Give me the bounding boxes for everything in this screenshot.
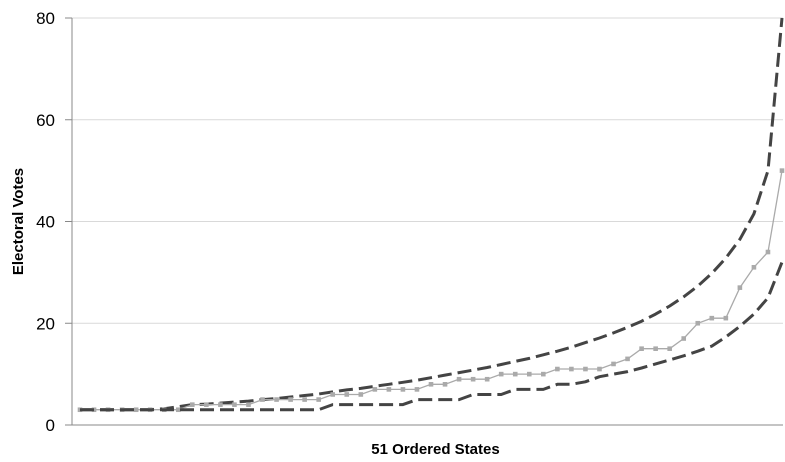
data-point xyxy=(442,382,448,387)
data-point xyxy=(204,402,209,407)
data-point xyxy=(302,397,307,402)
series-line xyxy=(80,17,784,412)
data-point xyxy=(512,371,518,377)
data-point xyxy=(667,346,672,351)
data-point xyxy=(288,397,293,402)
data-point xyxy=(709,315,715,321)
data-point xyxy=(274,397,279,402)
data-point xyxy=(611,361,616,367)
y-tick-label: 20 xyxy=(36,314,55,333)
y-tick-label: 0 xyxy=(46,416,55,435)
gridlines xyxy=(72,17,783,324)
data-point xyxy=(695,320,701,326)
data-point xyxy=(358,392,364,397)
y-tick-label: 80 xyxy=(36,9,55,28)
data-point xyxy=(428,382,434,387)
data-point xyxy=(470,376,476,382)
y-tick-labels: 0 20 40 60 80 xyxy=(36,9,55,435)
series-dashed-upper xyxy=(80,17,784,412)
data-point xyxy=(765,249,771,255)
data-point xyxy=(779,168,785,173)
data-point xyxy=(330,392,336,397)
data-point xyxy=(414,387,420,392)
axes xyxy=(65,17,783,426)
data-point xyxy=(597,366,602,372)
data-point xyxy=(541,371,546,377)
data-point xyxy=(751,264,757,270)
data-point xyxy=(456,376,462,382)
data-point xyxy=(190,402,195,407)
data-point xyxy=(583,366,588,372)
data-point xyxy=(400,387,406,392)
data-point xyxy=(639,346,644,351)
y-tick-label: 40 xyxy=(36,213,55,232)
data-point xyxy=(737,285,743,290)
data-point xyxy=(91,407,97,413)
data-point xyxy=(569,366,574,372)
data-point xyxy=(344,392,350,397)
y-axis-title: Electoral Votes xyxy=(10,168,27,275)
series-line xyxy=(80,170,783,411)
series-group xyxy=(77,17,785,413)
series-dashed-lower xyxy=(80,261,784,412)
data-point xyxy=(526,371,532,377)
data-point xyxy=(232,402,237,407)
series-markers xyxy=(77,168,785,413)
y-tick-label: 60 xyxy=(36,111,55,130)
data-point xyxy=(133,407,139,413)
data-point xyxy=(555,366,560,372)
data-point xyxy=(723,315,729,321)
data-point xyxy=(386,387,392,392)
data-point xyxy=(175,407,181,413)
series-line xyxy=(80,261,784,412)
data-point xyxy=(498,371,504,377)
data-point xyxy=(260,397,265,402)
data-point xyxy=(246,402,251,407)
data-point xyxy=(316,397,321,402)
data-point xyxy=(625,356,630,362)
x-axis-title: 51 Ordered States xyxy=(371,441,499,458)
data-point xyxy=(484,376,490,382)
data-point xyxy=(681,336,687,341)
data-point xyxy=(218,402,223,407)
data-point xyxy=(653,346,658,351)
data-point xyxy=(372,387,378,392)
